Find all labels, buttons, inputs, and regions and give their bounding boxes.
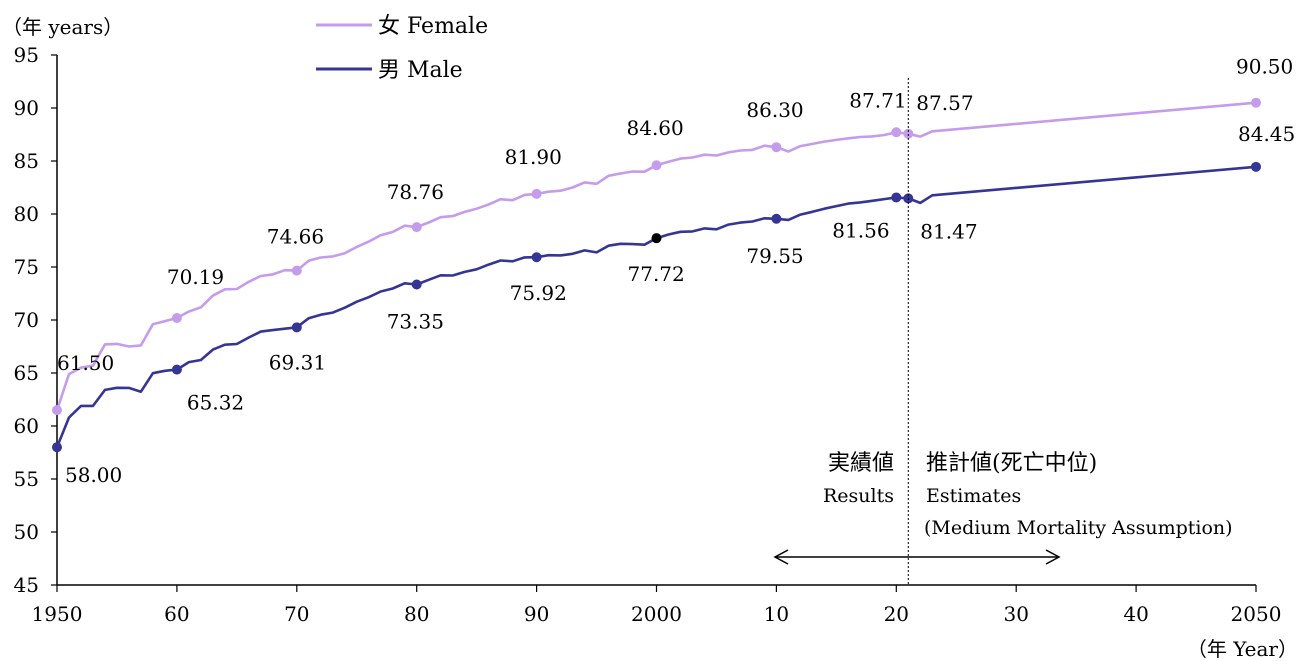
legend: 女 Female 男 Male	[316, 14, 488, 83]
male-data-point	[651, 233, 662, 244]
y-tick-label: 75	[14, 255, 39, 279]
axes: 45 50 55 60 65 70 75 80 85 90 95 1950 60 70 80 90 2000 10…	[14, 43, 1282, 626]
y-tick-label: 85	[14, 149, 39, 173]
female-data-point	[411, 222, 422, 233]
estimates-en-label: Estimates	[926, 485, 1021, 507]
female-data-point	[531, 188, 542, 199]
y-tick-label: 90	[14, 96, 39, 120]
y-tick-label: 70	[14, 308, 39, 332]
male-data-label: 81.47	[920, 219, 977, 243]
x-tick-label: 80	[404, 602, 429, 626]
x-tick-label: 20	[884, 602, 909, 626]
female-data-label: 81.90	[505, 145, 562, 169]
female-data-point	[891, 127, 902, 138]
y-tick-label: 60	[14, 414, 39, 438]
female-data-point	[651, 160, 662, 171]
male-data-point	[291, 322, 302, 333]
male-data-label: 69.31	[269, 350, 326, 374]
x-tick-label: 60	[164, 602, 189, 626]
estimates-note-label: (Medium Mortality Assumption)	[924, 517, 1233, 539]
estimates-jp-label: 推計値(死亡中位)	[926, 451, 1097, 476]
male-data-label: 65.32	[187, 391, 244, 415]
female-data-label: 78.76	[387, 180, 444, 204]
male-data-point	[1251, 161, 1261, 172]
male-data-point	[411, 279, 422, 290]
y-tick-label: 80	[14, 202, 39, 226]
female-data-label: 90.50	[1236, 55, 1293, 79]
female-data-point	[1251, 97, 1261, 108]
x-tick-label: 30	[1003, 602, 1028, 626]
male-data-label: 73.35	[387, 309, 444, 333]
male-data-point	[771, 213, 782, 224]
male-data-label: 77.72	[628, 262, 685, 286]
female-data-point	[291, 265, 302, 276]
results-en-label: Results	[823, 485, 894, 507]
male-data-label: 81.56	[832, 218, 889, 242]
x-tick-label: 10	[764, 602, 789, 626]
male-data-point	[531, 252, 542, 263]
x-axis-label: （年 Year）	[1187, 637, 1298, 661]
female-data-point	[171, 312, 182, 323]
period-annotation: 実績値 Results 推計値(死亡中位) Estimates (Medium …	[773, 78, 1233, 585]
double-arrow	[773, 549, 1061, 565]
female-data-label: 87.57	[916, 91, 973, 115]
female-data-label: 87.71	[849, 88, 906, 112]
female-series-line	[55, 101, 1257, 411]
female-data-label: 84.60	[627, 116, 684, 140]
male-data-label: 84.45	[1238, 122, 1295, 146]
x-tick-label: 90	[524, 602, 549, 626]
legend-male-label: 男 Male	[378, 58, 463, 83]
female-data-label: 86.30	[746, 98, 803, 122]
male-data-point	[171, 364, 182, 375]
male-data-label: 79.55	[746, 244, 803, 268]
legend-female-label: 女 Female	[378, 14, 488, 39]
series-layer	[52, 97, 1261, 453]
female-data-point	[903, 128, 914, 139]
y-tick-label: 55	[14, 467, 39, 491]
data-labels: 61.50 70.19 74.66 78.76 81.90 84.60 86.30 87.71…	[57, 55, 1295, 488]
y-tick-label: 45	[14, 573, 39, 597]
results-jp-label: 実績値	[828, 451, 894, 476]
x-tick-label: 70	[284, 602, 309, 626]
female-data-label: 61.50	[57, 351, 114, 375]
male-data-label: 75.92	[510, 281, 567, 305]
male-data-point	[52, 442, 62, 453]
x-tick-label: 1950	[32, 602, 83, 626]
female-data-point	[771, 142, 782, 153]
y-axis-label: （年 years）	[2, 15, 123, 39]
x-tick-label: 40	[1123, 602, 1148, 626]
male-series-line	[55, 165, 1257, 448]
y-tick-label: 50	[14, 520, 39, 544]
female-data-label: 70.19	[167, 265, 224, 289]
female-data-point	[52, 405, 62, 416]
y-tick-label: 95	[14, 43, 39, 67]
male-data-point	[891, 192, 902, 203]
female-data-label: 74.66	[267, 225, 324, 249]
x-tick-label: 2000	[631, 602, 682, 626]
y-tick-label: 65	[14, 361, 39, 385]
x-tick-label: 2050	[1231, 602, 1282, 626]
male-data-label: 58.00	[65, 463, 122, 487]
